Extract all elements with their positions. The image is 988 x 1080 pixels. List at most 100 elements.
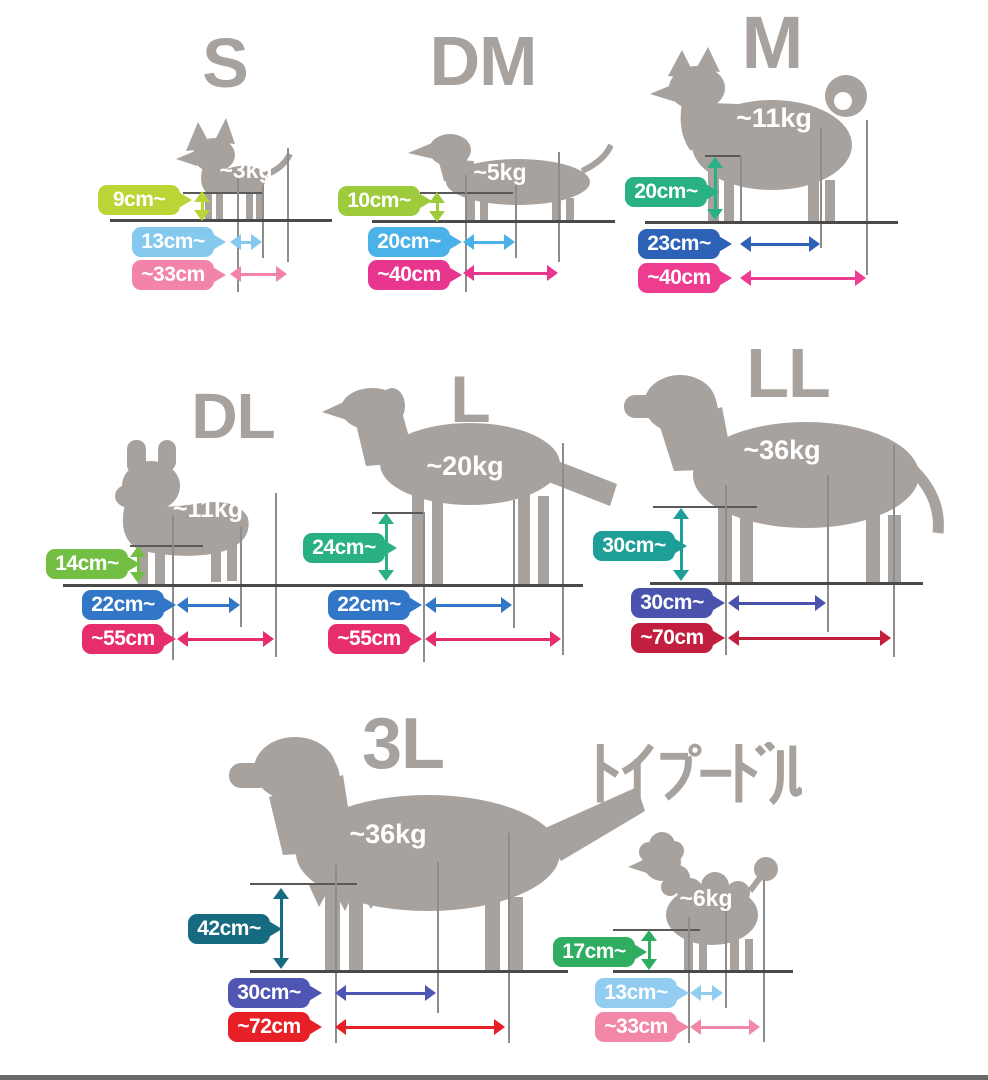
toy-poodle-silhouette [628,832,778,971]
ground-line [63,584,315,587]
tag-bubble: ~55cm [82,624,164,654]
horizontal-measure-arrow [740,236,820,252]
measurement-tag: ~72cm [228,1012,322,1042]
tag-bubble: 42cm~ [188,914,270,944]
ground-line [613,970,793,973]
measurement-tag: 30cm~ [593,531,687,561]
tag-pointer [161,630,176,648]
tag-bubble: ~33cm [595,1012,677,1042]
measurement-value: ~55cm [337,627,401,650]
guide-line [763,880,765,1042]
guide-line [558,152,560,262]
guide-line [725,485,727,655]
guide-line [465,175,467,292]
tag-bubble: 30cm~ [631,588,713,618]
tag-pointer [717,235,732,253]
tag-bubble: 10cm~ [338,186,420,216]
french-bulldog-silhouette [115,440,249,584]
tag-pointer [674,984,689,1002]
ground-line [110,219,332,222]
tag-pointer [267,920,282,938]
tag-bubble: 22cm~ [82,590,164,620]
measurement-value: ~70cm [640,626,704,649]
measurement-tag: 13cm~ [132,227,226,257]
tag-bubble: 20cm~ [625,177,707,207]
back-height-line [705,155,740,157]
weight-label: ~11kg [172,495,244,523]
tag-pointer [382,539,397,557]
weight-label: ~11kg [736,103,812,133]
tag-pointer [717,269,732,287]
golden-retriever-silhouette [229,737,645,971]
tag-bubble: ~40cm [368,260,450,290]
measurement-tag: 23cm~ [638,229,732,259]
tag-bubble: 9cm~ [98,185,180,215]
measurement-value: ~33cm [604,1015,668,1038]
guide-line [866,120,868,275]
tag-pointer [307,1018,322,1036]
horizontal-measure-arrow [690,1019,760,1035]
measurement-tag: 22cm~ [328,590,422,620]
guide-line [172,515,174,660]
guide-line [240,527,242,627]
horizontal-measure-arrow [335,985,436,1001]
weight-label: ~5kg [473,159,527,185]
shiba-inu-silhouette [650,47,867,221]
guide-line [688,917,690,1043]
measurement-value: 17cm~ [562,940,626,963]
guide-line [287,148,289,262]
guide-line [437,862,439,1013]
size-label-s: S [202,24,249,102]
measurement-value: 22cm~ [91,593,155,616]
guide-line [262,185,264,258]
back-height-line [183,192,262,194]
size-label-l: L [450,362,490,436]
measurement-tag: 42cm~ [188,914,282,944]
size-label-3l: 3L [361,704,445,784]
tag-pointer [417,192,432,210]
tag-pointer [407,596,422,614]
tag-pointer [161,596,176,614]
guide-line [513,500,515,628]
measurement-value: 9cm~ [112,188,166,211]
guide-line [740,155,742,223]
ground-line [650,582,923,585]
measurement-value: 30cm~ [640,591,704,614]
measurement-tag: 24cm~ [303,533,397,563]
horizontal-measure-arrow [177,631,274,647]
measurement-tag: ~40cm [638,263,732,293]
size-label-dl: DL [191,380,275,452]
measurement-tag: ~70cm [631,623,725,653]
weight-label: ~36kg [743,435,821,465]
measurement-value: 20cm~ [634,180,698,203]
back-height-line [653,506,757,508]
tag-bubble: 13cm~ [132,227,214,257]
horizontal-measure-arrow [425,597,512,613]
tag-pointer [704,183,719,201]
size-label-m: M [741,1,804,84]
measurement-tag: 20cm~ [368,227,462,257]
measurement-tag: ~55cm [82,624,176,654]
guide-line [827,475,829,632]
guide-line [508,833,510,1043]
tag-pointer [447,233,462,251]
measurement-tag: 13cm~ [595,978,689,1008]
tag-bubble: 22cm~ [328,590,410,620]
measurement-value: 23cm~ [647,232,711,255]
tag-pointer [211,233,226,251]
measurement-value: ~33cm [141,263,205,286]
back-height-line [250,883,357,885]
measurement-value: 13cm~ [604,981,668,1004]
tag-bubble: 23cm~ [638,229,720,259]
ground-line [250,970,568,973]
tag-pointer [211,266,226,284]
measurement-value: 30cm~ [602,534,666,557]
measurement-value: 24cm~ [312,536,376,559]
back-height-line [372,512,425,514]
tag-pointer [447,266,462,284]
tag-pointer [307,984,322,1002]
tag-bubble: 20cm~ [368,227,450,257]
measurement-tag: ~33cm [132,260,226,290]
measurement-tag: ~55cm [328,624,422,654]
